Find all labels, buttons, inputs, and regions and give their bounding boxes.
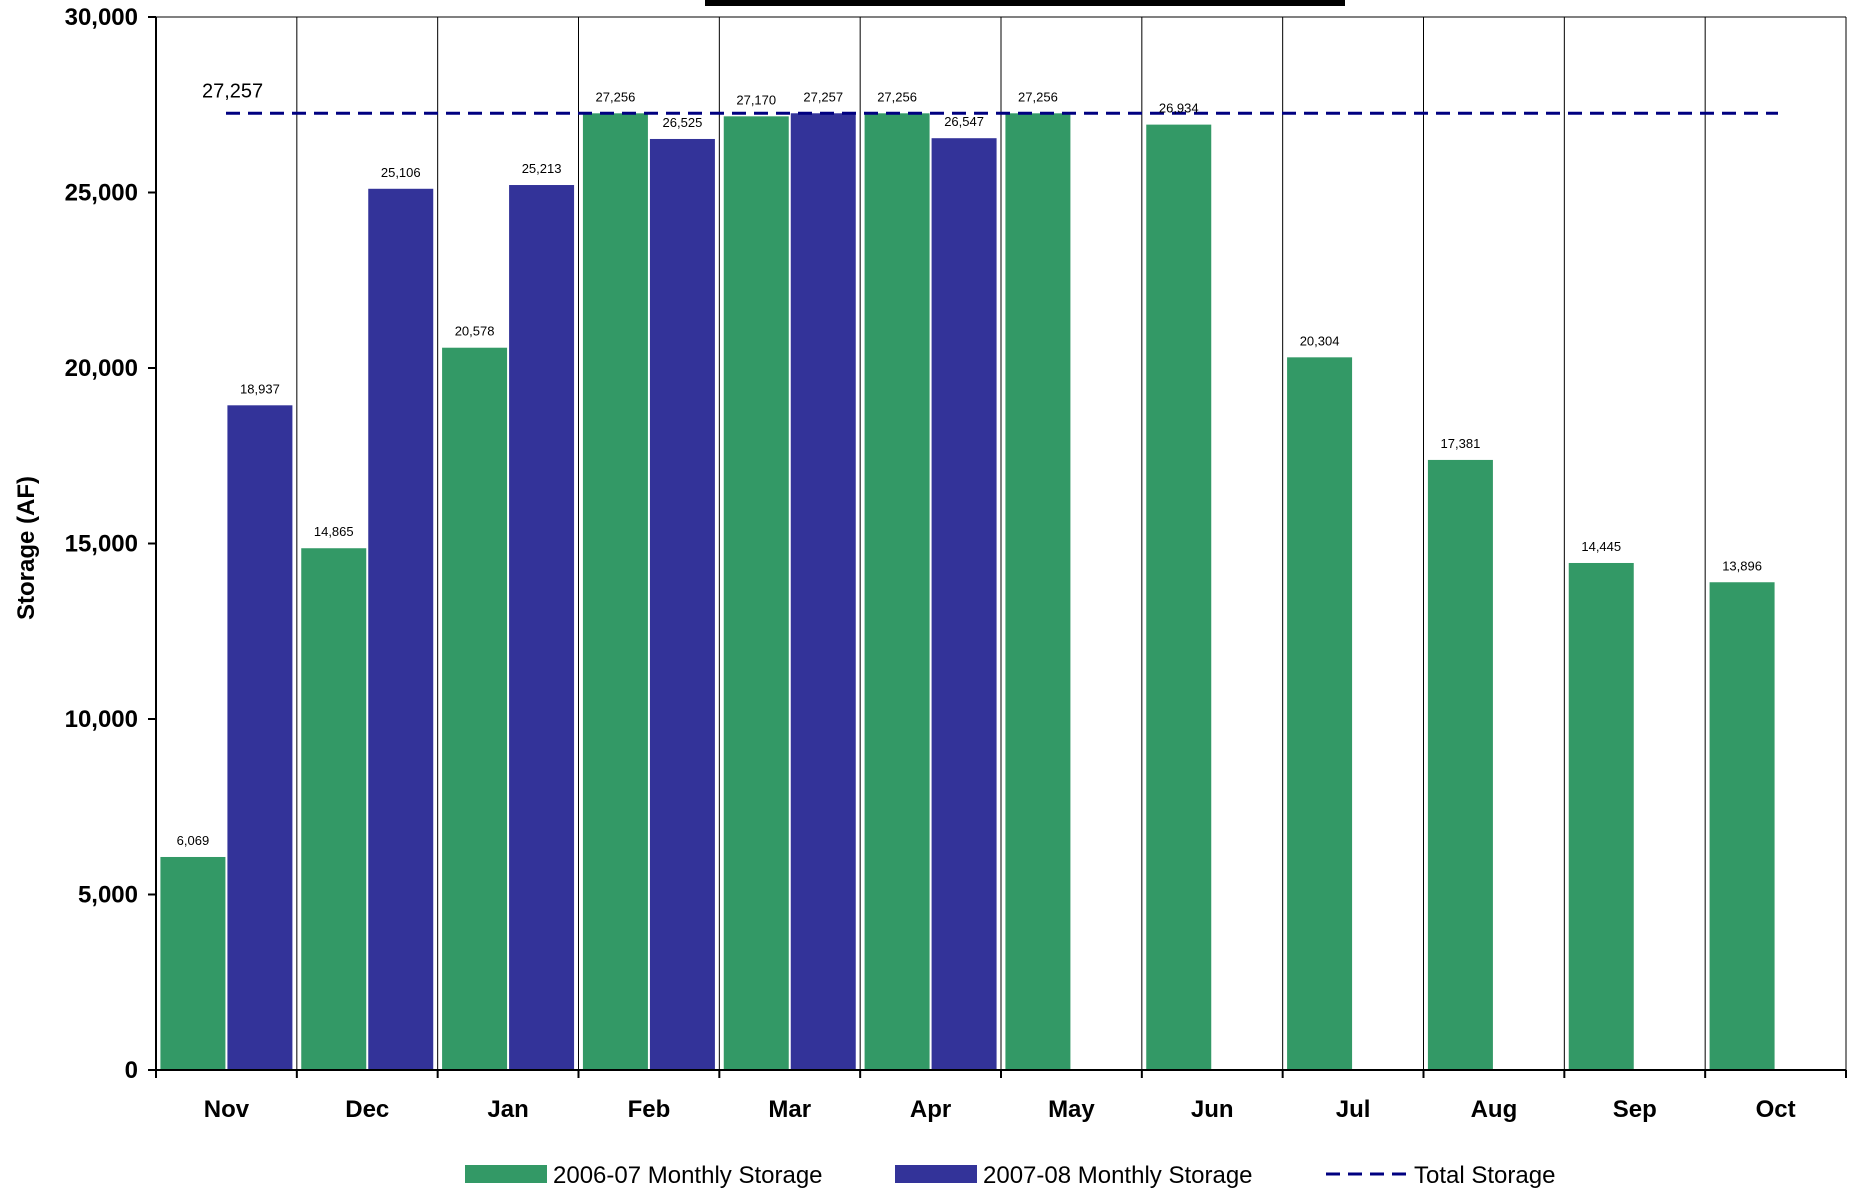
bar-series1-feb — [582, 113, 648, 1071]
y-tick-label: 10,000 — [65, 706, 138, 733]
x-tick-label: Aug — [1471, 1096, 1518, 1123]
y-tick-label: 30,000 — [65, 4, 138, 31]
legend: 2006-07 Monthly Storage 2007-08 Monthly S… — [465, 1162, 1555, 1189]
y-tick-label: 20,000 — [65, 355, 138, 382]
bar-series1-jun — [1146, 124, 1212, 1071]
data-label: 26,934 — [1159, 101, 1199, 116]
x-tick-label: Oct — [1756, 1096, 1796, 1123]
bar-series2-dec — [368, 188, 434, 1070]
x-tick-label: Jan — [487, 1096, 528, 1123]
data-label: 18,937 — [240, 381, 280, 396]
data-label: 17,381 — [1441, 436, 1481, 451]
data-label: 27,257 — [803, 89, 843, 104]
bar-series2-nov — [227, 405, 293, 1071]
y-tick-label: 25,000 — [65, 180, 138, 207]
bar-series1-mar — [723, 116, 789, 1070]
data-label: 27,256 — [1018, 89, 1058, 104]
data-label: 14,865 — [314, 524, 354, 539]
y-tick-label: 5,000 — [78, 882, 138, 909]
bar-series2-feb — [649, 138, 715, 1070]
legend-swatch-series2 — [895, 1165, 977, 1183]
data-label: 20,304 — [1300, 333, 1340, 348]
bars-layer — [160, 113, 1775, 1071]
x-tick-label: Dec — [345, 1096, 389, 1123]
y-axis-title: Storage (AF) — [13, 476, 40, 620]
x-tick-label: Apr — [910, 1096, 951, 1123]
data-label: 26,525 — [663, 115, 703, 130]
data-label: 25,106 — [381, 165, 421, 180]
data-label: 13,896 — [1722, 558, 1762, 573]
bar-series1-may — [1005, 113, 1071, 1071]
bar-series1-jan — [442, 347, 508, 1071]
bar-series1-sep — [1568, 562, 1634, 1070]
bar-series2-apr — [931, 138, 997, 1070]
data-label: 25,213 — [522, 161, 562, 176]
data-label: 27,170 — [736, 92, 776, 107]
data-labels-layer: 6,069 18,937 14,865 25,106 20,578 25,213 27,25… — [177, 80, 1762, 848]
title-bar-decoration — [705, 0, 1345, 6]
bar-series1-nov — [160, 856, 226, 1070]
bar-series1-jul — [1287, 357, 1353, 1070]
legend-label-total-storage: Total Storage — [1414, 1162, 1555, 1189]
x-tick-label: Mar — [768, 1096, 811, 1123]
total-storage-label: 27,257 — [202, 80, 263, 102]
legend-swatch-series1 — [465, 1165, 547, 1183]
x-tick-label: Jul — [1336, 1096, 1371, 1123]
bar-series2-mar — [790, 113, 856, 1070]
bar-series1-aug — [1427, 459, 1493, 1071]
data-label: 26,547 — [944, 114, 984, 129]
x-tick-label: Feb — [628, 1096, 671, 1123]
grid-layer — [155, 16, 1847, 1070]
bar-series2-jan — [509, 185, 575, 1071]
data-label: 6,069 — [177, 833, 210, 848]
data-label: 27,256 — [596, 89, 636, 104]
y-tick-label: 0 — [125, 1057, 138, 1084]
axis-layer: 0 5,000 10,000 15,000 20,000 25,000 30,000 Nov D… — [65, 4, 1847, 1123]
data-label: 14,445 — [1581, 539, 1621, 554]
legend-label-series1: 2006-07 Monthly Storage — [553, 1162, 823, 1189]
y-tick-label: 15,000 — [65, 531, 138, 558]
x-tick-label: May — [1048, 1096, 1095, 1123]
bar-series1-oct — [1709, 582, 1775, 1070]
data-label: 20,578 — [455, 324, 495, 339]
x-tick-label: Sep — [1613, 1096, 1657, 1123]
legend-label-series2: 2007-08 Monthly Storage — [983, 1162, 1253, 1189]
data-label: 27,256 — [877, 89, 917, 104]
bar-series1-dec — [301, 548, 367, 1070]
x-tick-label: Nov — [204, 1096, 250, 1123]
x-tick-label: Jun — [1191, 1096, 1234, 1123]
bar-series1-apr — [864, 113, 930, 1071]
